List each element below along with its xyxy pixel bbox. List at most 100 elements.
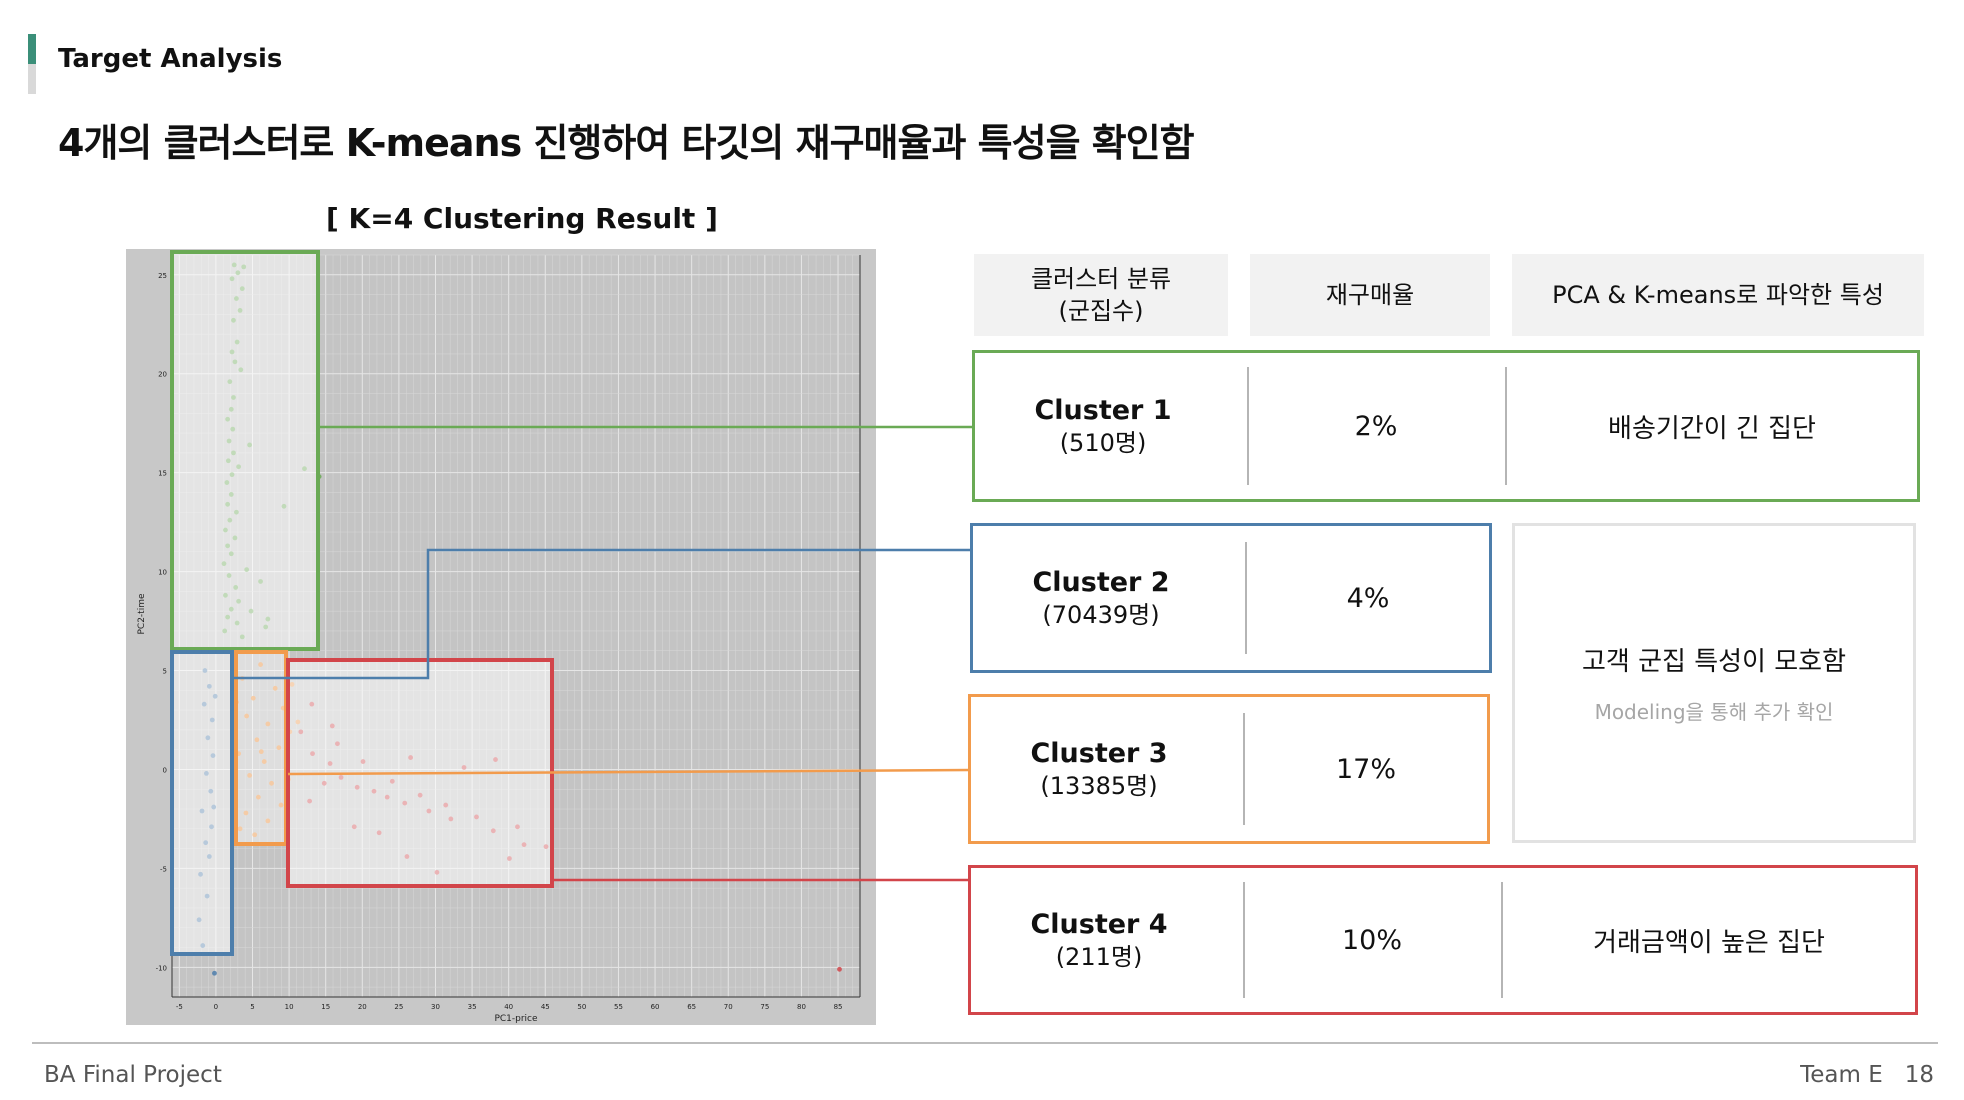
cluster-4-row: Cluster 4 (211명) 10% 거래금액이 높은 집단: [968, 865, 1918, 1015]
y-tick-label: 10: [158, 569, 167, 577]
cluster-3-point: [252, 832, 258, 838]
cluster-3-point: [244, 713, 250, 719]
cluster-3-rate-cell: 17%: [1245, 697, 1487, 841]
cluster-2-highlight-box: [170, 650, 234, 956]
footer-project-name: BA Final Project: [44, 1062, 222, 1088]
header-cluster-class-line1: 클러스터 분류: [1030, 265, 1172, 293]
x-tick-label: 40: [504, 1003, 513, 1011]
cluster-1-highlight-box: [170, 250, 320, 651]
x-tick-label: 50: [577, 1003, 586, 1011]
section-title: Target Analysis: [58, 44, 283, 74]
cluster-3-name-cell: Cluster 3 (13385명): [971, 697, 1227, 841]
cluster-4-count: (211명): [1055, 943, 1143, 971]
cluster-3-count: (13385명): [1040, 772, 1158, 800]
y-tick-label: 5: [163, 668, 167, 676]
cluster-4-trait-cell: 거래금액이 높은 집단: [1503, 868, 1915, 1012]
cluster-1-rate: 2%: [1354, 410, 1398, 442]
x-axis-label: PC1-price: [494, 1014, 538, 1024]
page-number: 18: [1904, 1062, 1934, 1088]
cluster-4-name-cell: Cluster 4 (211명): [971, 868, 1227, 1012]
cluster-1-divider-2: [1505, 367, 1507, 485]
cluster-3-point: [272, 685, 278, 691]
cluster-3-point: [258, 662, 263, 667]
x-tick-label: 25: [394, 1003, 403, 1011]
x-tick-label: 0: [214, 1003, 218, 1011]
cluster-1-divider-1: [1247, 367, 1249, 485]
cluster-3-point: [258, 749, 264, 755]
x-tick-label: 60: [651, 1003, 660, 1011]
x-tick-label: 55: [614, 1003, 623, 1011]
x-tick-label: 45: [541, 1003, 550, 1011]
cluster-1-rate-cell: 2%: [1249, 353, 1503, 499]
cluster-3-point: [250, 695, 256, 701]
header-cluster-class: 클러스터 분류 (군집수): [974, 254, 1228, 336]
cluster-3-point: [247, 772, 252, 778]
cluster-2-name-cell: Cluster 2 (70439명): [973, 526, 1229, 670]
y-axis-label: PC2-time: [137, 593, 147, 634]
footer-team: Team E: [1800, 1062, 1883, 1088]
cluster-2-divider: [1245, 542, 1247, 654]
chart-title: [ K=4 Clustering Result ]: [326, 202, 718, 235]
cluster-1-trait: 배송기간이 긴 집단: [1608, 413, 1816, 444]
cluster-3-point: [243, 810, 249, 816]
cluster-3-row: Cluster 3 (13385명) 17%: [968, 694, 1490, 844]
cluster-2-name: Cluster 2: [1032, 567, 1170, 598]
header-characteristics: PCA & K-means로 파악한 특성: [1512, 254, 1924, 336]
cluster-2-row: Cluster 2 (70439명) 4%: [970, 523, 1492, 673]
x-tick-label: 85: [834, 1003, 843, 1011]
x-tick-label: 15: [321, 1003, 330, 1011]
cluster-4-trait: 거래금액이 높은 집단: [1593, 927, 1825, 958]
cluster-3-point: [269, 780, 274, 786]
cluster-3-point: [255, 794, 261, 800]
x-tick-label: 20: [358, 1003, 367, 1011]
cluster-4-point: [837, 966, 842, 972]
x-tick-label: 70: [724, 1003, 733, 1011]
cluster-2-count: (70439명): [1042, 601, 1160, 629]
x-tick-label: 10: [285, 1003, 294, 1011]
cluster-3-point: [254, 737, 260, 743]
cluster-3-point: [237, 826, 243, 832]
y-tick-label: 0: [163, 766, 167, 774]
cluster-2-point: [212, 970, 217, 976]
cluster-3-connector: [287, 768, 971, 776]
x-tick-label: 80: [797, 1003, 806, 1011]
merged-trait-subtext: Modeling을 통해 추가 확인: [1594, 700, 1834, 724]
slide-headline: 4개의 클러스터로 K-means 진행하여 타깃의 재구매율과 특성을 확인함: [58, 121, 1195, 165]
cluster-1-row: Cluster 1 (510명) 2% 배송기간이 긴 집단: [972, 350, 1920, 502]
cluster-3-divider: [1243, 713, 1245, 825]
section-accent-bar: [28, 34, 36, 94]
cluster-4-rate: 10%: [1341, 924, 1402, 956]
y-tick-label: 20: [158, 371, 167, 379]
cluster-4-rate-cell: 10%: [1245, 868, 1499, 1012]
x-tick-label: 75: [760, 1003, 769, 1011]
cluster-2-rate: 4%: [1346, 582, 1390, 614]
cluster-1-count: (510명): [1059, 429, 1147, 457]
cluster-3-point: [278, 802, 284, 808]
cluster-3-rate: 17%: [1335, 753, 1396, 785]
cluster-4-divider-1: [1243, 882, 1245, 998]
cluster-1-trait-cell: 배송기간이 긴 집단: [1507, 353, 1917, 499]
merged-trait-cell: 고객 군집 특성이 모호함 Modeling을 통해 추가 확인: [1512, 523, 1916, 843]
header-cluster-class-line2: (군집수): [1058, 297, 1144, 325]
cluster-1-name: Cluster 1: [1034, 395, 1172, 426]
cluster-1-name-cell: Cluster 1 (510명): [975, 353, 1231, 499]
footer-divider: [32, 1042, 1938, 1044]
cluster-3-highlight-box: [234, 650, 288, 846]
cluster-2-rate-cell: 4%: [1247, 526, 1489, 670]
x-tick-label: 30: [431, 1003, 440, 1011]
x-tick-label: -5: [176, 1003, 183, 1011]
header-repurchase-rate: 재구매율: [1250, 254, 1490, 336]
cluster-4-name: Cluster 4: [1030, 909, 1168, 940]
x-tick-label: 5: [250, 1003, 254, 1011]
cluster-3-point: [265, 721, 271, 727]
cluster-3-point: [265, 818, 271, 824]
cluster-2-connector: [234, 548, 972, 680]
footer-right: Team E 18: [1800, 1062, 1934, 1088]
y-tick-label: 15: [158, 470, 167, 478]
y-tick-label: 25: [158, 272, 167, 280]
y-tick-label: -10: [156, 964, 167, 972]
x-tick-label: 65: [687, 1003, 696, 1011]
merged-trait-text: 고객 군집 특성이 모호함: [1582, 647, 1846, 677]
cluster-3-point: [276, 745, 282, 751]
